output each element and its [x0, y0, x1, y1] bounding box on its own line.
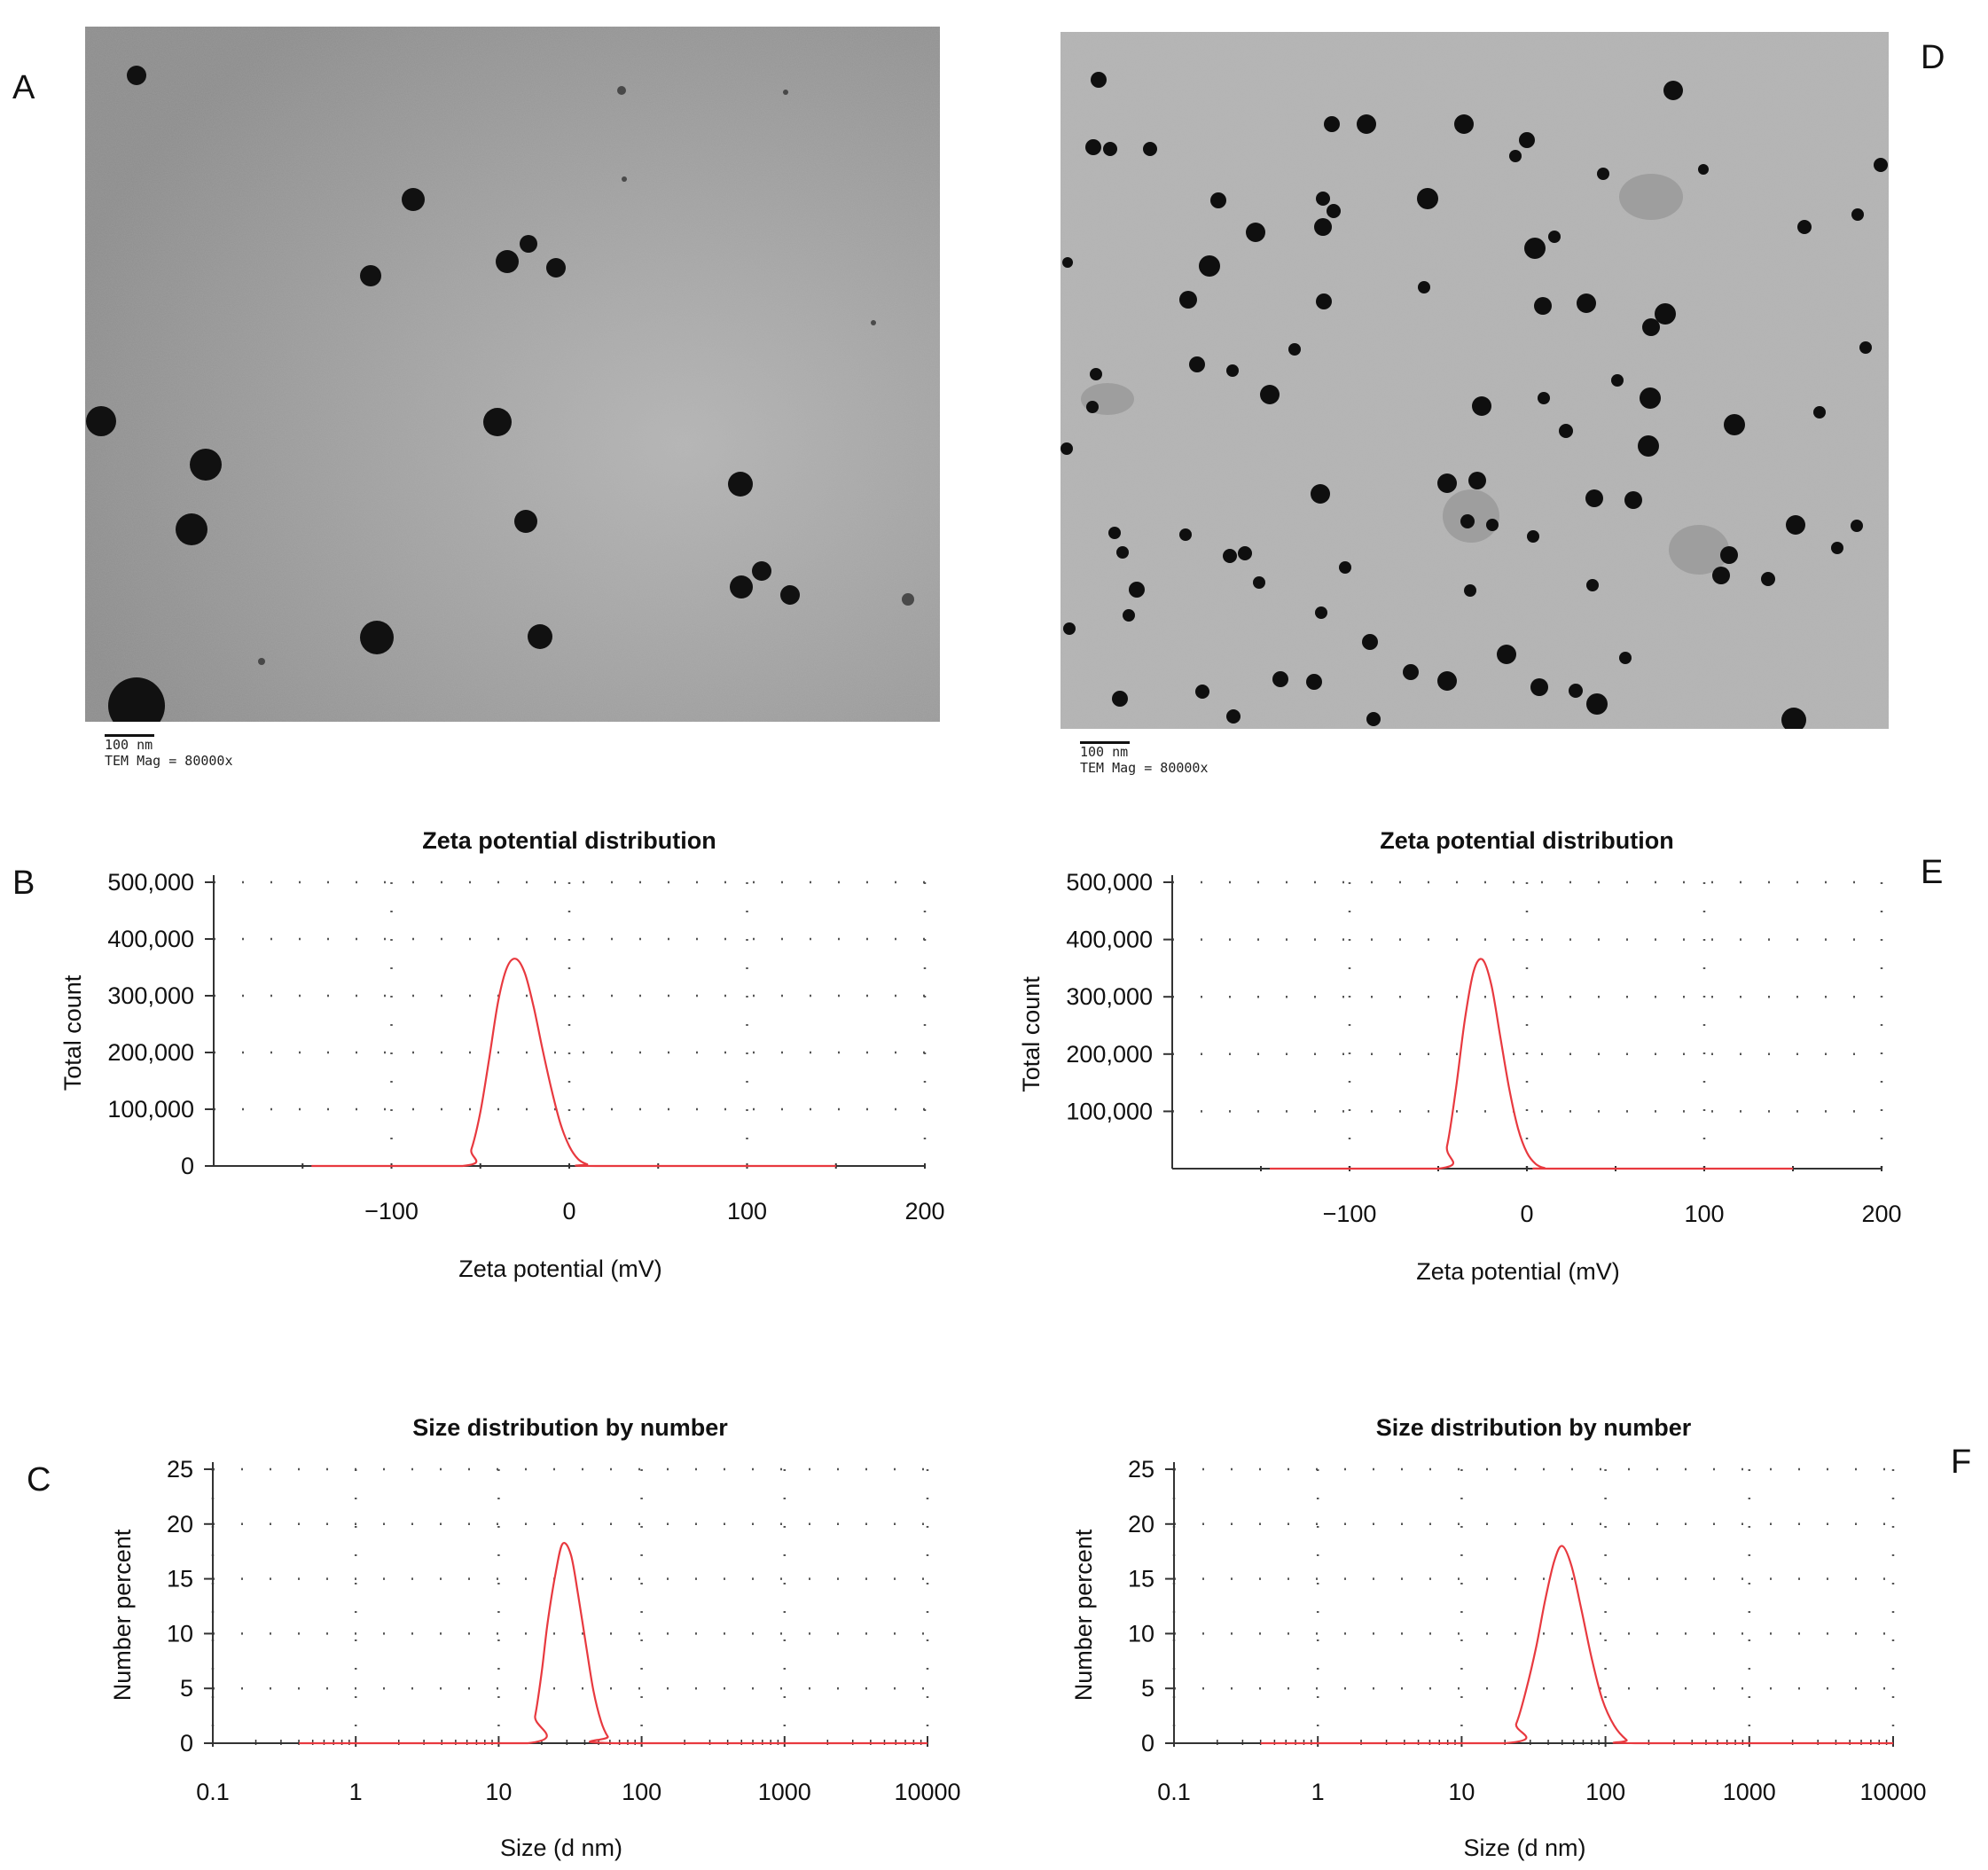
chart-title: Size distribution by number	[1376, 1414, 1692, 1441]
x-tick-label: 200	[1861, 1201, 1901, 1227]
x-tick-label: 100	[1585, 1779, 1625, 1805]
y-tick-label: 5	[180, 1675, 193, 1702]
x-tick-label: 10	[485, 1779, 512, 1805]
x-axis-label: Zeta potential (mV)	[458, 1256, 662, 1282]
y-tick-label: 300,000	[107, 982, 194, 1009]
panel-label-e: E	[1921, 854, 1944, 891]
scalebar-label-a: 100 nm	[105, 737, 153, 753]
y-tick-label: 25	[1128, 1456, 1154, 1483]
y-axis-label: Number percent	[109, 1529, 136, 1701]
chart-title: Zeta potential distribution	[422, 827, 716, 854]
distribution-curve	[311, 958, 836, 1168]
y-tick-label: 500,000	[107, 869, 194, 896]
y-tick-label: 25	[167, 1456, 193, 1483]
x-tick-label: 100	[1684, 1201, 1724, 1227]
x-tick-label: 1000	[758, 1779, 811, 1805]
x-axis-label: Size (d nm)	[500, 1835, 622, 1861]
x-tick-label: 0	[1520, 1201, 1533, 1227]
distribution-curve	[299, 1542, 927, 1745]
x-tick-label: 1000	[1723, 1779, 1776, 1805]
panel-label-b: B	[12, 865, 35, 902]
x-tick-label: 100	[622, 1779, 661, 1805]
panel-label-d: D	[1921, 39, 1945, 76]
y-axis-label: Total count	[59, 974, 86, 1091]
panel-label-c: C	[27, 1461, 51, 1498]
x-tick-label: 100	[727, 1198, 767, 1224]
y-tick-label: 15	[1128, 1566, 1154, 1592]
scalebar-line-d	[1080, 741, 1130, 744]
panel-label-f: F	[1951, 1444, 1972, 1481]
chart-title: Zeta potential distribution	[1380, 827, 1674, 854]
chart-c: 0 5 10 15 20 25 0.1 1 10 100 1000 10000 Size distrib…	[109, 1414, 961, 1861]
x-tick-label: −100	[364, 1198, 419, 1224]
y-tick-label: 400,000	[107, 926, 194, 952]
x-axis-label: Size (d nm)	[1463, 1835, 1585, 1861]
chart-f: 0 5 10 15 20 25 0.1 1 10 100 1000 10000 Size distrib…	[1070, 1414, 1927, 1861]
y-tick-label: 10	[167, 1620, 193, 1647]
x-tick-label: 1	[349, 1779, 363, 1805]
y-axis-label: Total count	[1018, 976, 1045, 1092]
y-tick-label: 0	[181, 1153, 194, 1179]
x-tick-label: 200	[904, 1198, 944, 1224]
y-tick-label: 20	[167, 1511, 193, 1537]
distribution-curve	[1260, 1545, 1893, 1745]
y-tick-label: 20	[1128, 1511, 1154, 1537]
scalebar-line-a	[105, 734, 154, 737]
chart-b: 0 100,000 200,000 300,000 400,000 500,000 −100…	[59, 827, 945, 1282]
chart-e: 100,000 200,000 300,000 400,000 500,000 −100 0…	[1018, 827, 1902, 1285]
y-tick-label: 300,000	[1066, 983, 1153, 1010]
scalebar-d: 100 nm TEM Mag = 80000x	[1080, 741, 1209, 776]
y-tick-label: 100,000	[107, 1096, 194, 1123]
x-tick-label: 1	[1311, 1779, 1325, 1805]
scalebar-a: 100 nm TEM Mag = 80000x	[105, 734, 233, 769]
scalebar-label-d: 100 nm	[1080, 744, 1129, 760]
x-tick-label: −100	[1323, 1201, 1377, 1227]
y-tick-label: 5	[1141, 1675, 1154, 1702]
distribution-curve	[1269, 958, 1793, 1170]
chart-title: Size distribution by number	[412, 1414, 728, 1441]
y-tick-label: 100,000	[1066, 1098, 1153, 1124]
x-tick-label: 10000	[1859, 1779, 1926, 1805]
magnification-label-a: TEM Mag = 80000x	[105, 753, 233, 769]
y-tick-label: 0	[1141, 1730, 1154, 1757]
y-tick-label: 15	[167, 1566, 193, 1592]
x-tick-label: 0.1	[196, 1779, 230, 1805]
x-tick-label: 0.1	[1157, 1779, 1191, 1805]
tem-image-d	[1061, 32, 1889, 729]
x-tick-label: 10	[1448, 1779, 1475, 1805]
tem-image-a	[85, 27, 940, 722]
y-tick-label: 10	[1128, 1620, 1154, 1647]
y-tick-label: 500,000	[1066, 869, 1153, 896]
y-tick-label: 400,000	[1066, 927, 1153, 953]
y-tick-label: 200,000	[107, 1039, 194, 1066]
y-tick-label: 200,000	[1066, 1041, 1153, 1068]
y-tick-label: 0	[180, 1730, 193, 1757]
y-axis-label: Number percent	[1070, 1529, 1097, 1701]
magnification-label-d: TEM Mag = 80000x	[1080, 760, 1209, 776]
panel-label-a: A	[12, 69, 35, 106]
x-axis-label: Zeta potential (mV)	[1416, 1258, 1620, 1285]
x-tick-label: 0	[562, 1198, 575, 1224]
x-tick-label: 10000	[894, 1779, 960, 1805]
